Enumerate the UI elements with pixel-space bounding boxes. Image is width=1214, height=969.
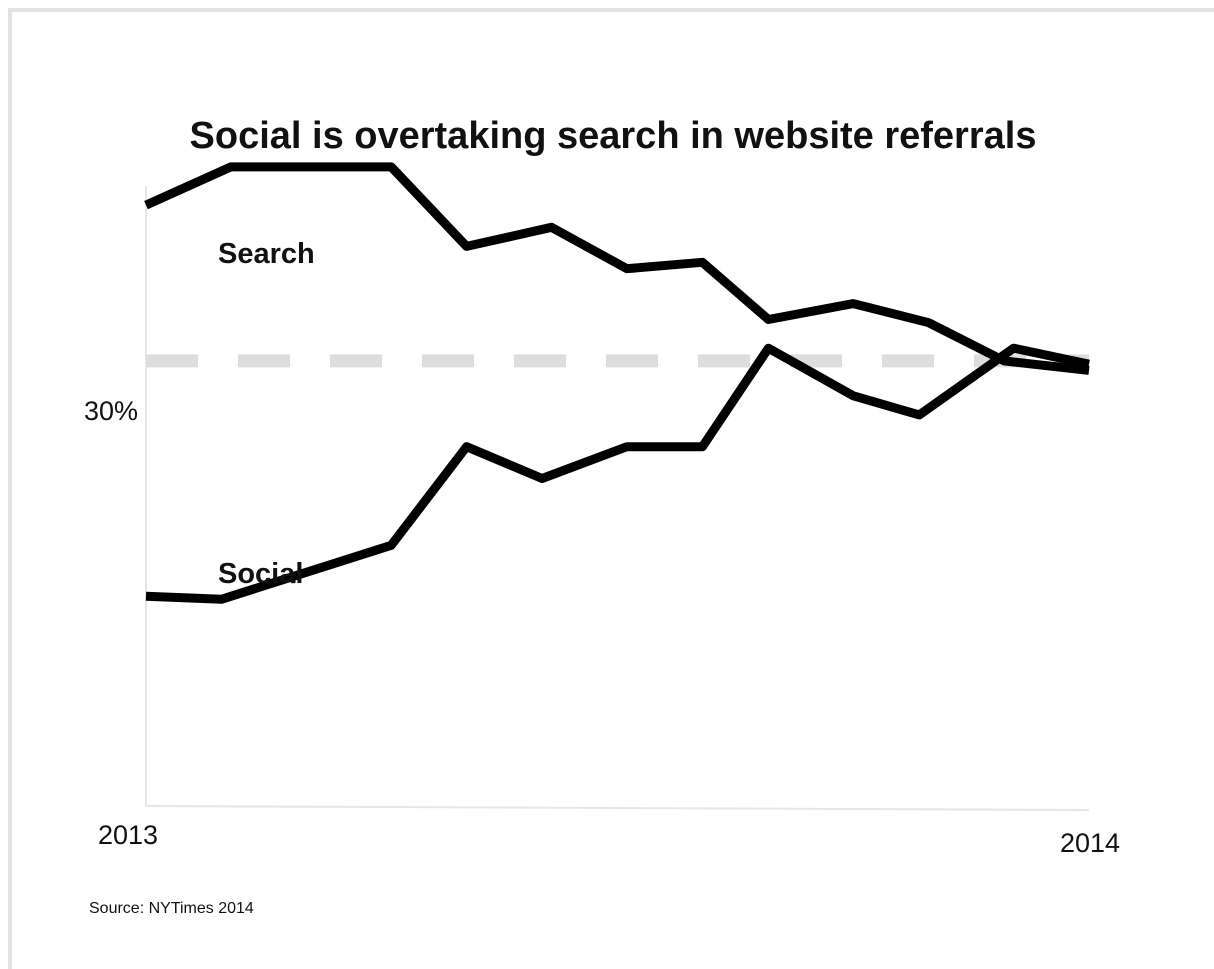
series-label-search: Search — [218, 238, 315, 270]
x-axis-line — [145, 805, 1090, 811]
series-layer — [144, 162, 1090, 604]
chart-title: Social is overtaking search in website r… — [190, 115, 1037, 157]
series-line-search — [144, 162, 1090, 375]
axes — [145, 186, 1090, 811]
x-tick-2013: 2013 — [98, 820, 158, 850]
source-note: Source: NYTimes 2014 — [89, 900, 254, 917]
series-line-social — [145, 343, 1090, 604]
series-label-social: Social — [218, 558, 303, 590]
y-tick-30-percent: 30% — [84, 396, 138, 426]
x-tick-2014: 2014 — [1060, 828, 1120, 858]
